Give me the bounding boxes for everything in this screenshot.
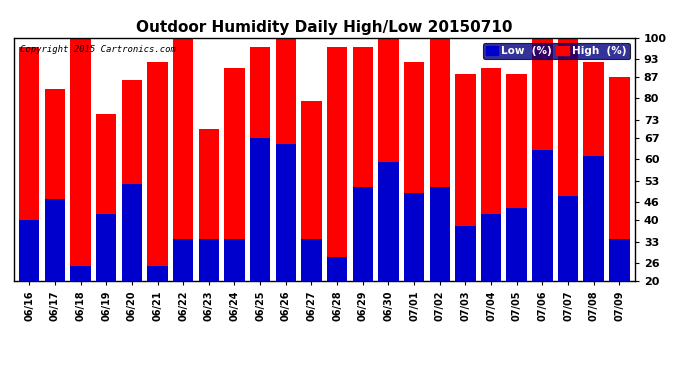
Bar	[96, 214, 117, 281]
Bar	[45, 89, 65, 281]
Bar	[532, 150, 553, 281]
Bar	[327, 257, 347, 281]
Bar	[506, 208, 527, 281]
Bar	[121, 184, 142, 281]
Bar	[404, 62, 424, 281]
Bar	[302, 238, 322, 281]
Bar	[327, 46, 347, 281]
Bar	[455, 226, 475, 281]
Bar	[404, 193, 424, 281]
Bar	[609, 77, 630, 281]
Bar	[173, 238, 193, 281]
Bar	[378, 162, 399, 281]
Bar	[429, 187, 450, 281]
Legend: Low  (%), High  (%): Low (%), High (%)	[483, 43, 629, 59]
Title: Outdoor Humidity Daily High/Low 20150710: Outdoor Humidity Daily High/Low 20150710	[136, 20, 513, 35]
Bar	[224, 68, 245, 281]
Bar	[96, 114, 117, 281]
Bar	[532, 38, 553, 281]
Bar	[250, 138, 270, 281]
Bar	[609, 238, 630, 281]
Bar	[250, 46, 270, 281]
Bar	[558, 38, 578, 281]
Bar	[147, 62, 168, 281]
Text: Copyright 2015 Cartronics.com: Copyright 2015 Cartronics.com	[20, 45, 176, 54]
Bar	[275, 38, 296, 281]
Bar	[481, 214, 502, 281]
Bar	[353, 187, 373, 281]
Bar	[199, 238, 219, 281]
Bar	[506, 74, 527, 281]
Bar	[45, 199, 65, 281]
Bar	[584, 156, 604, 281]
Bar	[147, 266, 168, 281]
Bar	[353, 46, 373, 281]
Bar	[19, 46, 39, 281]
Bar	[224, 238, 245, 281]
Bar	[199, 129, 219, 281]
Bar	[584, 62, 604, 281]
Bar	[121, 80, 142, 281]
Bar	[275, 144, 296, 281]
Bar	[558, 196, 578, 281]
Bar	[455, 74, 475, 281]
Bar	[481, 68, 502, 281]
Bar	[302, 102, 322, 281]
Bar	[378, 38, 399, 281]
Bar	[429, 38, 450, 281]
Bar	[70, 38, 91, 281]
Bar	[70, 266, 91, 281]
Bar	[173, 38, 193, 281]
Bar	[19, 220, 39, 281]
